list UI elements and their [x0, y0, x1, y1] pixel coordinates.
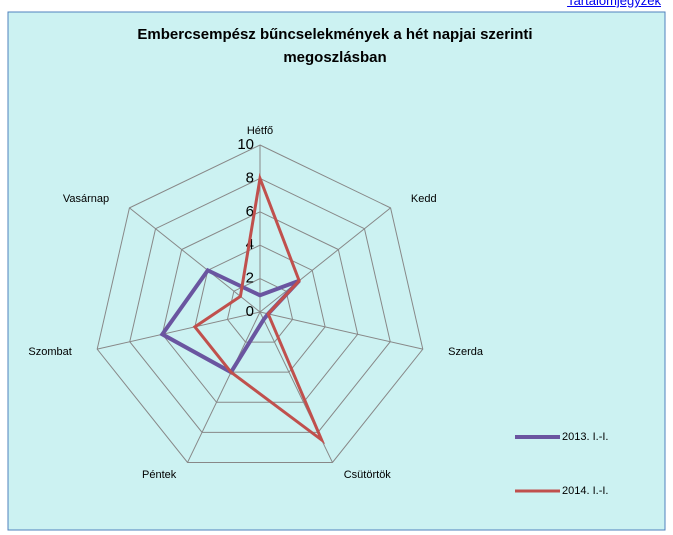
y-tick-label: 2: [246, 270, 254, 287]
grid-line: [194, 244, 326, 373]
category-label: Vasárnap: [63, 193, 109, 205]
category-label: Szombat: [28, 346, 71, 358]
chart-title: megoszlásban: [283, 49, 386, 66]
grid-line: [96, 144, 424, 463]
legend-label: 2014. I.-I.: [562, 485, 608, 497]
y-tick-label: 8: [246, 169, 254, 186]
axis-line: [259, 311, 423, 350]
axis-line: [129, 207, 261, 313]
axis-line: [187, 311, 261, 463]
axis-line: [97, 311, 261, 350]
axis-line: [259, 207, 391, 313]
grid-line: [129, 177, 391, 433]
y-tick-label: 0: [246, 303, 254, 320]
category-label: Szerda: [448, 346, 484, 358]
toc-link[interactable]: Tartalomjegyzék: [567, 0, 661, 8]
series-line: [192, 172, 326, 445]
y-tick-label: 6: [246, 203, 254, 220]
category-label: Hétfő: [247, 125, 273, 137]
category-label: Csütörtök: [344, 469, 392, 481]
category-label: Kedd: [411, 193, 437, 205]
chart-title: Embercsempész bűncselekmények a hét napj…: [137, 26, 532, 43]
category-label: Péntek: [142, 469, 177, 481]
y-tick-label: 10: [237, 136, 254, 153]
chart-area: [7, 11, 666, 531]
grid-line: [161, 211, 359, 403]
legend-label: 2013. I.-I.: [562, 431, 608, 443]
